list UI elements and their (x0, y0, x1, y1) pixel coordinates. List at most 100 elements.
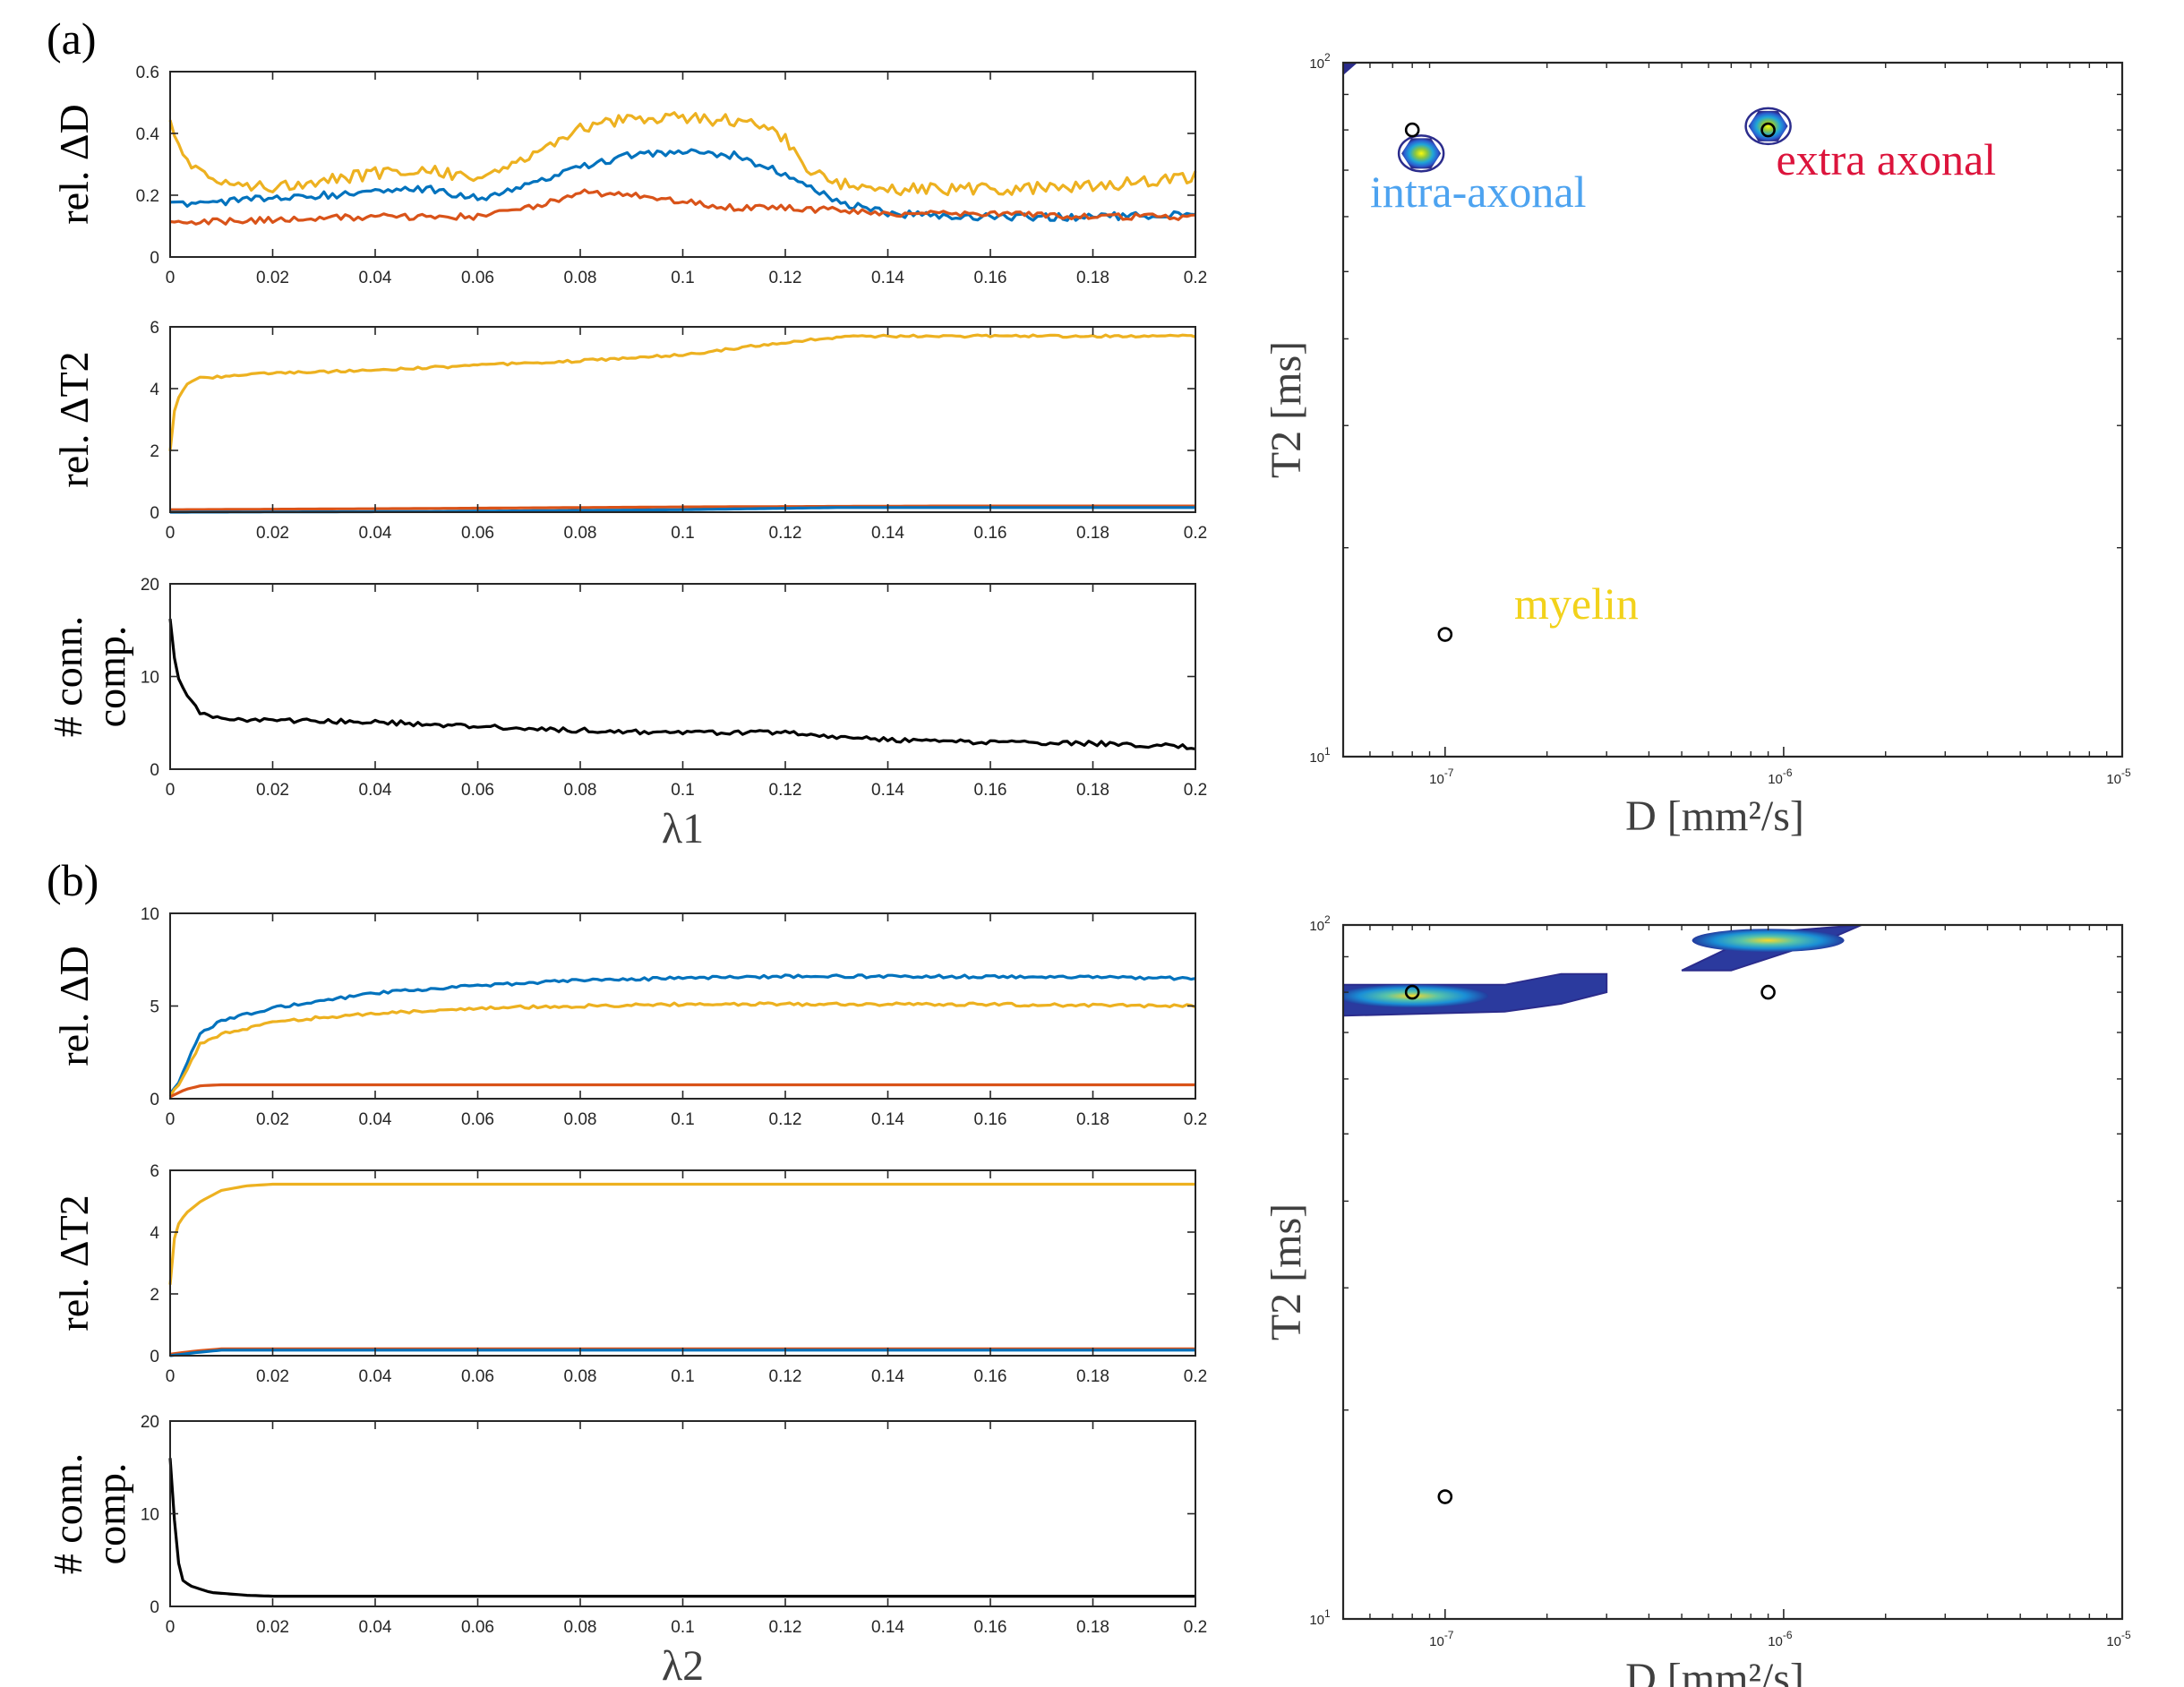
x-tick-label: 0.08 (564, 1110, 597, 1129)
x-tick-base: 10 (1429, 772, 1444, 787)
contour-band-core (1692, 929, 1845, 953)
y-tick-exp: 2 (1324, 51, 1331, 64)
ground-truth-marker (1760, 984, 1776, 1000)
x-tick-label: 0.1 (671, 1110, 694, 1129)
y-axis-label: rel. ΔT2 (51, 351, 97, 487)
contour-outline (1397, 134, 1445, 173)
x-tick-label: 0.18 (1076, 781, 1109, 800)
ground-truth-marker (1760, 122, 1776, 138)
y-axis-label: # conn.comp. (45, 1453, 133, 1574)
y-tick-label: 6 (150, 319, 159, 338)
y-tick-label: 4 (150, 381, 159, 399)
x-tick-label: 0.2 (1184, 269, 1207, 287)
x-tick-label: 0.08 (564, 1367, 597, 1386)
chart-b-conn: 0 0.02 0.04 0.06 0.08 0.1 0.12 0.14 0.16 0.18 0.2 0… (45, 1413, 1207, 1687)
ground-truth-marker (1437, 627, 1453, 642)
x-tick-label: 0.08 (564, 269, 597, 287)
contour-band-core (1343, 984, 1489, 1008)
x-tick-label: 0.06 (461, 269, 494, 287)
y-axis-label: T2 [ms] (1263, 341, 1310, 478)
x-tick-label: 0.06 (461, 524, 494, 543)
annotation-intra-axonal: intra-axonal (1370, 167, 1587, 217)
x-tick-label: 0.02 (256, 1618, 289, 1637)
x-tick-label: 0.06 (461, 1110, 494, 1129)
y-tick-label: 20 (141, 576, 159, 595)
series-line-yellow (168, 1182, 1195, 1285)
contour-blob (1748, 110, 1788, 141)
y-tick-label: 2 (150, 1286, 159, 1305)
y-tick-label: 4 (150, 1224, 159, 1243)
x-tick-base: 10 (1768, 1634, 1783, 1649)
x-tick-label: 0.04 (359, 269, 392, 287)
x-tick-label: 0.14 (871, 1618, 904, 1637)
y-tick-label: 10 (141, 905, 159, 924)
axes-box (1341, 61, 2124, 758)
axes-box (169, 1420, 1196, 1607)
axes-box (169, 71, 1196, 258)
y-tick-base: 10 (1309, 750, 1324, 766)
x-tick-label: 0 (166, 524, 176, 543)
series-line-blue (168, 973, 1196, 1095)
x-tick-base: 10 (2106, 1634, 2121, 1649)
charts-layer: 0 0.02 0.04 0.06 0.08 0.1 0.12 0.14 0.16 0.18 0.20… (45, 51, 2131, 1687)
x-tick-label: 0.18 (1076, 1618, 1109, 1637)
x-tick-label: 0 (166, 1367, 176, 1386)
y-axis-label: rel. ΔT2 (51, 1195, 97, 1331)
x-tick-label: 0.1 (671, 524, 694, 543)
x-tick-label: 0.06 (461, 1367, 494, 1386)
x-tick-label: 10-5 (2106, 766, 2131, 787)
y-axis-label: # conn.comp. (45, 616, 133, 737)
x-tick-label: 0.02 (256, 269, 289, 287)
x-tick-label: 0.2 (1184, 1367, 1207, 1386)
x-tick-label: 0.18 (1076, 269, 1109, 287)
x-tick-label: 0.14 (871, 524, 904, 543)
x-tick-label: 0.04 (359, 524, 392, 543)
x-tick-label: 0.1 (671, 1367, 694, 1386)
plot-area (1343, 63, 1792, 642)
x-axis-label: D [mm²/s] (1625, 1655, 1804, 1687)
x-tick-label: 0.08 (564, 781, 597, 800)
y-tick-label: 2 (150, 442, 159, 461)
y-axis-label-line-2: comp. (88, 626, 133, 728)
chart-a-conn: 0 0.02 0.04 0.06 0.08 0.1 0.12 0.14 0.16 0.18 0.2 0… (45, 576, 1207, 852)
chart-b-relT2: 0 0.02 0.04 0.06 0.08 0.1 0.12 0.14 0.16 0.18 0.2 0… (51, 1162, 1207, 1386)
x-tick-label: 0.12 (769, 1110, 802, 1129)
series-line-yellow (168, 1001, 1196, 1098)
x-axis-label: λ1 (662, 805, 704, 852)
x-tick-label: 0 (166, 269, 176, 287)
series-line-yellow (168, 333, 1196, 451)
y-tick-base: 10 (1309, 56, 1324, 72)
x-tick-label: 0.18 (1076, 524, 1109, 543)
y-tick-label: 102 (1309, 913, 1331, 934)
series-line-blue (169, 148, 1196, 222)
y-tick-label: 6 (150, 1162, 159, 1181)
x-tick-label: 0.04 (359, 1367, 392, 1386)
y-tick-label: 0 (150, 1598, 159, 1617)
x-tick-label: 0.1 (671, 781, 694, 800)
series-line-orange (169, 1083, 1195, 1099)
x-tick-label: 10-6 (1768, 1629, 1793, 1649)
x-tick-base: 10 (2106, 772, 2121, 787)
x-tick-base: 10 (1768, 772, 1783, 787)
x-tick-label: 0.16 (974, 1618, 1007, 1637)
series-line-orange (169, 188, 1196, 226)
x-tick-label: 0.14 (871, 269, 904, 287)
x-tick-label: 0.14 (871, 781, 904, 800)
x-tick-exp: -6 (1783, 766, 1793, 779)
x-tick-label: 0.04 (359, 1618, 392, 1637)
x-tick-label: 0.12 (769, 1367, 802, 1386)
y-tick-exp: 2 (1324, 913, 1331, 926)
series-line-black (168, 1458, 1195, 1598)
y-axis-label-line-2: comp. (88, 1463, 133, 1565)
y-tick-label: 20 (141, 1413, 159, 1432)
series-line-yellow (168, 111, 1197, 197)
y-tick-label: 0 (150, 1348, 159, 1366)
y-tick-label: 0.4 (136, 125, 160, 144)
y-axis-label: rel. ΔD (51, 104, 97, 224)
x-tick-label: 0.14 (871, 1367, 904, 1386)
x-tick-label: 0.16 (974, 524, 1007, 543)
y-tick-label: 0 (150, 249, 159, 268)
y-tick-exp: 1 (1324, 745, 1331, 758)
x-tick-label: 0.08 (564, 1618, 597, 1637)
